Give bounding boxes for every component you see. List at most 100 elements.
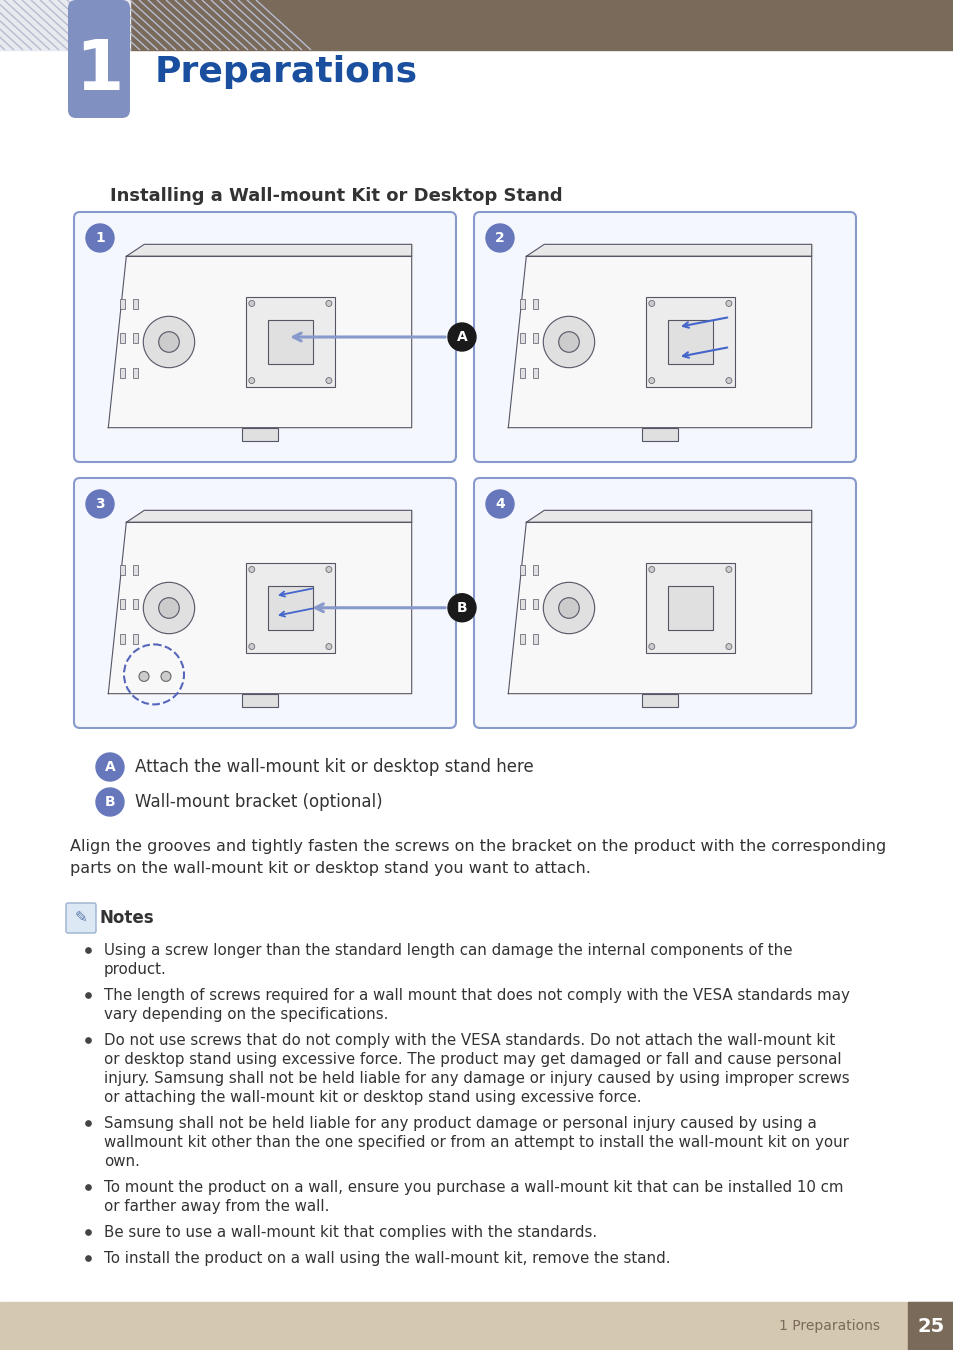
Text: or attaching the wall-mount kit or desktop stand using excessive force.: or attaching the wall-mount kit or deskt…: [104, 1089, 640, 1106]
Text: injury. Samsung shall not be held liable for any damage or injury caused by usin: injury. Samsung shall not be held liable…: [104, 1071, 849, 1085]
Circle shape: [326, 644, 332, 649]
Bar: [520, 367, 525, 378]
Text: Do not use screws that do not comply with the VESA standards. Do not attach the : Do not use screws that do not comply wit…: [104, 1033, 835, 1048]
Circle shape: [725, 644, 731, 649]
Bar: [130, 0, 953, 50]
Bar: [520, 633, 525, 644]
Circle shape: [542, 582, 594, 633]
Circle shape: [161, 671, 171, 682]
FancyBboxPatch shape: [66, 903, 96, 933]
Text: vary depending on the specifications.: vary depending on the specifications.: [104, 1007, 388, 1022]
Text: To install the product on a wall using the wall-mount kit, remove the stand.: To install the product on a wall using t…: [104, 1251, 670, 1266]
Bar: [645, 297, 734, 386]
Circle shape: [326, 378, 332, 383]
Polygon shape: [526, 244, 811, 256]
Bar: [120, 367, 125, 378]
Text: or desktop stand using excessive force. The product may get damaged or fall and : or desktop stand using excessive force. …: [104, 1052, 841, 1066]
Text: Align the grooves and tightly fasten the screws on the bracket on the product wi: Align the grooves and tightly fasten the…: [70, 838, 885, 855]
Circle shape: [158, 332, 179, 352]
Text: Preparations: Preparations: [154, 55, 417, 89]
Bar: [132, 566, 137, 575]
Text: 1: 1: [74, 36, 123, 104]
Polygon shape: [109, 256, 412, 428]
Polygon shape: [526, 510, 811, 522]
Text: product.: product.: [104, 963, 167, 977]
Text: Notes: Notes: [100, 909, 154, 927]
Bar: [120, 300, 125, 309]
Bar: [520, 333, 525, 343]
Text: B: B: [456, 601, 467, 614]
Bar: [132, 633, 137, 644]
Text: Be sure to use a wall-mount kit that complies with the standards.: Be sure to use a wall-mount kit that com…: [104, 1224, 597, 1241]
Circle shape: [648, 567, 654, 572]
Polygon shape: [109, 522, 412, 694]
Text: Using a screw longer than the standard length can damage the internal components: Using a screw longer than the standard l…: [104, 944, 792, 958]
Circle shape: [86, 224, 113, 252]
Circle shape: [725, 301, 731, 306]
Bar: [532, 367, 537, 378]
Circle shape: [249, 301, 254, 306]
Bar: [667, 320, 712, 364]
Text: A: A: [456, 329, 467, 344]
Bar: [241, 694, 278, 707]
Bar: [532, 300, 537, 309]
Bar: [667, 586, 712, 630]
Circle shape: [725, 378, 731, 383]
Circle shape: [542, 316, 594, 367]
Text: 2: 2: [495, 231, 504, 244]
Bar: [120, 599, 125, 609]
Circle shape: [139, 671, 149, 682]
Circle shape: [158, 598, 179, 618]
Text: B: B: [105, 795, 115, 809]
Circle shape: [326, 301, 332, 306]
Bar: [907, 1301, 953, 1350]
Polygon shape: [126, 510, 412, 522]
Circle shape: [249, 378, 254, 383]
Circle shape: [558, 332, 578, 352]
Bar: [0, 0, 130, 50]
FancyBboxPatch shape: [74, 212, 456, 462]
Circle shape: [249, 567, 254, 572]
Text: The length of screws required for a wall mount that does not comply with the VES: The length of screws required for a wall…: [104, 988, 849, 1003]
Bar: [0, 1301, 953, 1350]
Bar: [132, 333, 137, 343]
Text: parts on the wall-mount kit or desktop stand you want to attach.: parts on the wall-mount kit or desktop s…: [70, 861, 590, 876]
Bar: [520, 300, 525, 309]
Bar: [246, 563, 335, 652]
Text: Installing a Wall-mount Kit or Desktop Stand: Installing a Wall-mount Kit or Desktop S…: [110, 188, 562, 205]
Bar: [532, 566, 537, 575]
Bar: [132, 300, 137, 309]
Text: 3: 3: [95, 497, 105, 512]
Circle shape: [143, 316, 194, 367]
Polygon shape: [508, 256, 811, 428]
Text: ✎: ✎: [74, 910, 88, 926]
Bar: [645, 563, 734, 652]
Text: A: A: [105, 760, 115, 774]
Bar: [532, 599, 537, 609]
Circle shape: [558, 598, 578, 618]
Circle shape: [143, 582, 194, 633]
Text: 1: 1: [95, 231, 105, 244]
Text: own.: own.: [104, 1154, 140, 1169]
Circle shape: [86, 490, 113, 518]
Polygon shape: [126, 244, 412, 256]
Bar: [241, 428, 278, 441]
Text: Attach the wall-mount kit or desktop stand here: Attach the wall-mount kit or desktop sta…: [135, 757, 533, 776]
FancyBboxPatch shape: [68, 0, 130, 117]
Bar: [120, 633, 125, 644]
Circle shape: [648, 301, 654, 306]
Bar: [268, 586, 313, 630]
Bar: [132, 599, 137, 609]
Text: or farther away from the wall.: or farther away from the wall.: [104, 1199, 329, 1214]
Bar: [132, 367, 137, 378]
Circle shape: [648, 644, 654, 649]
Circle shape: [725, 567, 731, 572]
Circle shape: [485, 490, 514, 518]
Text: 25: 25: [917, 1316, 943, 1335]
FancyBboxPatch shape: [474, 478, 855, 728]
Text: 1 Preparations: 1 Preparations: [779, 1319, 879, 1332]
Circle shape: [648, 378, 654, 383]
Text: 4: 4: [495, 497, 504, 512]
Circle shape: [96, 753, 124, 782]
Bar: [641, 694, 678, 707]
